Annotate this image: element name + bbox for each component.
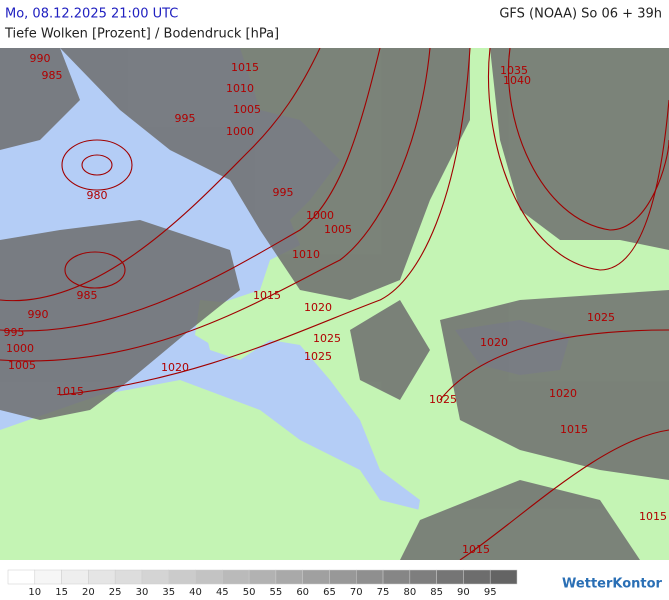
legend-tick-label: 45 xyxy=(216,587,229,598)
legend: 10 15 20 25 30 35 40 45 50 55 60 65 70 75 80 85 90 95 xyxy=(7,569,518,598)
legend-swatch xyxy=(141,569,169,585)
isobar-label: 1015 xyxy=(560,423,588,436)
legend-swatch xyxy=(168,569,196,585)
legend-tick-label: 70 xyxy=(350,587,363,598)
legend-tick-label: 90 xyxy=(457,587,470,598)
isobar-label: 1020 xyxy=(549,387,577,400)
legend-tick-label: 80 xyxy=(403,587,416,598)
model-run: GFS (NOAA) So 06 + 39h xyxy=(499,7,662,22)
legend-tick-label: 25 xyxy=(109,587,122,598)
legend-swatch xyxy=(248,569,277,585)
isobar-label: 1005 xyxy=(8,359,36,372)
legend-swatch xyxy=(195,569,223,585)
legend-swatch xyxy=(88,569,116,585)
isobar-label: 990 xyxy=(30,52,51,65)
isobar-label: 985 xyxy=(77,289,98,302)
isobar-label: 990 xyxy=(28,308,49,321)
legend-swatch xyxy=(436,569,464,585)
isobar-label: 1025 xyxy=(304,350,332,363)
isobar-label: 1035 xyxy=(500,64,528,77)
isobar-label: 1040 xyxy=(503,74,531,87)
isobar-label: 1000 xyxy=(6,342,34,355)
legend-tick-label: 60 xyxy=(296,587,309,598)
isobar-label: 1005 xyxy=(324,223,352,236)
legend-swatch xyxy=(356,569,384,585)
legend-tick-label: 50 xyxy=(243,587,256,598)
isobar-label: 1015 xyxy=(56,385,84,398)
legend-tick-label: 30 xyxy=(136,587,149,598)
legend-tick-label: 35 xyxy=(162,587,175,598)
legend-swatch xyxy=(329,569,357,585)
isobar-label: 985 xyxy=(42,69,63,82)
isobar-label: 1015 xyxy=(639,510,667,523)
isobar-label: 1015 xyxy=(231,61,259,74)
subtitle: Tiefe Wolken [Prozent] / Bodendruck [hPa… xyxy=(4,27,279,42)
legend-swatch xyxy=(382,569,411,585)
legend-swatch xyxy=(302,569,330,585)
legend-swatch xyxy=(34,569,62,585)
legend-swatch xyxy=(463,569,491,585)
legend-tick-label: 95 xyxy=(484,587,497,598)
isobar-label: 1020 xyxy=(480,336,508,349)
legend-tick-label: 20 xyxy=(82,587,95,598)
legend-swatch xyxy=(275,569,303,585)
legend-swatch xyxy=(114,569,143,585)
isobar-label: 1015 xyxy=(253,289,281,302)
land-africa xyxy=(0,380,430,560)
legend-tick-label: 75 xyxy=(377,587,390,598)
isobar-label: 1020 xyxy=(161,361,189,374)
legend-swatch xyxy=(489,569,518,585)
isobar-label: 1000 xyxy=(226,125,254,138)
legend-tick-label: 65 xyxy=(323,587,336,598)
isobars xyxy=(0,48,669,560)
isobar-label: 995 xyxy=(175,112,196,125)
legend-swatch xyxy=(409,569,437,585)
legend-tick-label: 15 xyxy=(55,587,68,598)
isobar-label: 1020 xyxy=(304,301,332,314)
legend-swatch xyxy=(222,569,250,585)
legend-swatch xyxy=(61,569,89,585)
legend-swatch xyxy=(7,569,36,585)
clouds xyxy=(0,48,669,560)
isobar-label: 1025 xyxy=(313,332,341,345)
legend-tick-label: 55 xyxy=(270,587,283,598)
isobar-label: 1000 xyxy=(306,209,334,222)
isobar-label: 1010 xyxy=(292,248,320,261)
isobar-label: 1010 xyxy=(226,82,254,95)
isobar-label: 995 xyxy=(4,326,25,339)
legend-tick-label: 85 xyxy=(430,587,443,598)
isobar-label: 1015 xyxy=(462,543,490,556)
date: Mo, 08.12.2025 21:00 UTC xyxy=(5,7,178,22)
brand: WetterKontor xyxy=(562,577,663,592)
legend-tick-label: 10 xyxy=(28,587,41,598)
isobar-label: 1025 xyxy=(587,311,615,324)
isobar-label: 980 xyxy=(87,189,108,202)
legend-tick-label: 40 xyxy=(189,587,202,598)
isobar-label: 995 xyxy=(273,186,294,199)
isobar-label: 1005 xyxy=(233,103,261,116)
isobar-label: 1025 xyxy=(429,393,457,406)
